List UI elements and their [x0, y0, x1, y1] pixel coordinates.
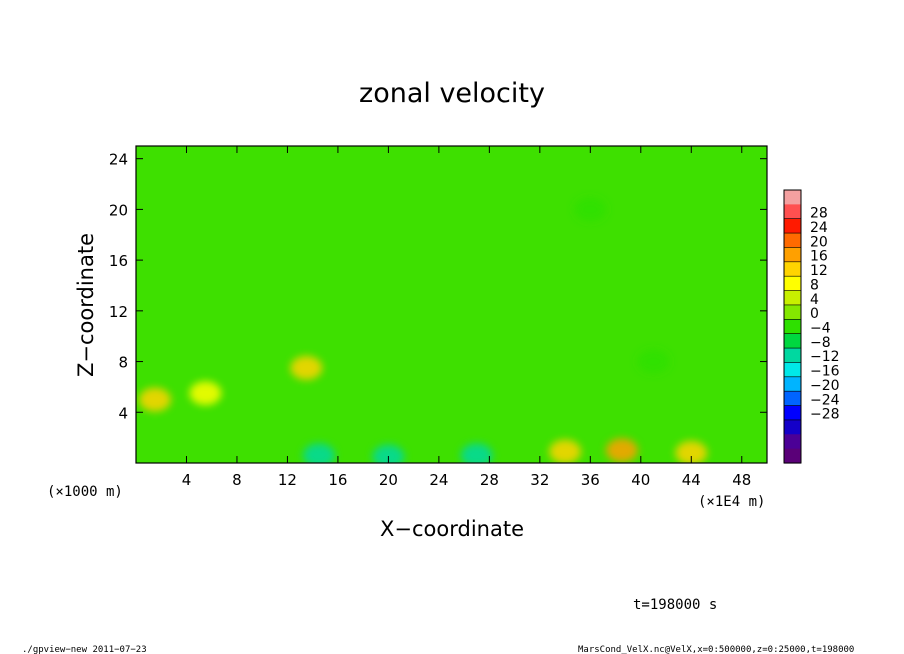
- plot-frame: [135, 145, 768, 464]
- colorbar-swatch: [784, 290, 801, 306]
- x-tick-label: 4: [182, 471, 192, 489]
- colorbar-label: 8: [810, 277, 819, 293]
- colorbar-swatch: [784, 362, 801, 378]
- colorbar-swatch: [784, 448, 801, 464]
- chart-title: zonal velocity: [359, 78, 545, 109]
- colorbar-label: 20: [810, 234, 828, 250]
- field-feature-10: [637, 349, 670, 374]
- y-tick-label: 16: [109, 252, 128, 270]
- x-tick-label: 32: [530, 471, 549, 489]
- y-axis-label: Z−coordinate: [74, 233, 98, 377]
- colorbar-swatch: [784, 376, 801, 392]
- colorbar-label: −20: [810, 378, 840, 394]
- colorbar-swatch: [784, 405, 801, 421]
- y-tick-label: 12: [109, 303, 128, 321]
- colorbar-swatch: [784, 319, 801, 335]
- x-tick-label: 48: [732, 471, 751, 489]
- field-feature-1: [138, 387, 171, 412]
- colorbar-swatch: [784, 218, 801, 234]
- y-tick-label: 8: [118, 354, 128, 372]
- colorbar-label: −16: [810, 364, 840, 380]
- x-tick-label: 36: [581, 471, 600, 489]
- field-feature-9: [574, 197, 607, 222]
- field-feature-6: [549, 439, 582, 463]
- colorbar-label: 24: [810, 220, 828, 236]
- footer-right: MarsCond_VelX.nc@VelX,x=0:500000,z=0:250…: [578, 645, 854, 654]
- field-feature-0: [290, 355, 323, 380]
- colorbar-swatch: [784, 247, 801, 263]
- x-axis-label: X−coordinate: [380, 517, 524, 541]
- field-feature-4: [372, 444, 405, 463]
- colorbar-label: −24: [810, 392, 840, 408]
- x-unit-left: (×1000 m): [47, 484, 123, 500]
- colorbar-swatch: [784, 304, 801, 320]
- colorbar-swatch: [784, 419, 801, 435]
- colorbar-swatch: [784, 190, 801, 205]
- colorbar-swatch: [784, 276, 801, 292]
- colorbar-label: −4: [810, 321, 831, 337]
- field-feature-5: [460, 443, 493, 463]
- colorbar-label: −8: [810, 335, 831, 351]
- colorbar-label: 4: [810, 292, 819, 308]
- x-unit-right: (×1E4 m): [698, 494, 765, 510]
- colorbar-label: 0: [810, 306, 819, 322]
- colorbar-swatch: [784, 333, 801, 349]
- x-tick-label: 24: [429, 471, 448, 489]
- x-tick-label: 44: [682, 471, 701, 489]
- colorbar-swatch: [784, 261, 801, 277]
- field-feature-2: [189, 381, 222, 406]
- x-tick-label: 8: [232, 471, 242, 489]
- colorbar-swatch: [784, 348, 801, 364]
- colorbar-swatch: [784, 434, 801, 450]
- footer-left: ./gpview−new 2011−07−23: [22, 645, 147, 654]
- x-tick-label: 40: [631, 471, 650, 489]
- x-tick-label: 20: [379, 471, 398, 489]
- field-feature-8: [675, 440, 708, 463]
- colorbar-label: 12: [810, 263, 828, 279]
- x-tick-label: 12: [278, 471, 297, 489]
- colorbar-swatch: [784, 391, 801, 407]
- x-tick-label: 16: [328, 471, 347, 489]
- y-tick-label: 24: [109, 151, 128, 169]
- colorbar-label: −28: [810, 407, 840, 423]
- colorbar-frame: [783, 189, 802, 464]
- colorbar-label: −12: [810, 349, 840, 365]
- colorbar-label: 16: [810, 249, 828, 265]
- field-background: [136, 146, 767, 463]
- field-feature-7: [605, 438, 638, 463]
- time-annotation: t=198000 s: [633, 597, 717, 613]
- x-tick-label: 28: [480, 471, 499, 489]
- y-tick-label: 20: [109, 201, 128, 219]
- colorbar-swatch: [784, 204, 801, 220]
- colorbar-swatch: [784, 233, 801, 249]
- colorbar-label: 28: [810, 206, 828, 222]
- y-tick-label: 4: [118, 404, 128, 422]
- field-feature-3: [302, 443, 335, 463]
